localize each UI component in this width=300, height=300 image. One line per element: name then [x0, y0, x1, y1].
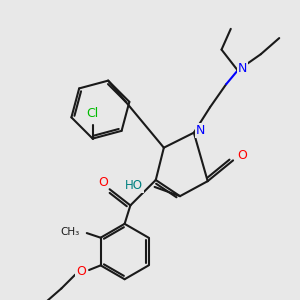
Text: O: O	[237, 149, 247, 162]
Text: CH₃: CH₃	[61, 227, 80, 237]
Text: HO: HO	[125, 179, 143, 192]
Text: N: N	[238, 61, 247, 75]
Text: O: O	[98, 176, 108, 189]
Text: N: N	[196, 124, 206, 137]
Text: O: O	[76, 265, 86, 278]
Text: Cl: Cl	[86, 107, 99, 120]
